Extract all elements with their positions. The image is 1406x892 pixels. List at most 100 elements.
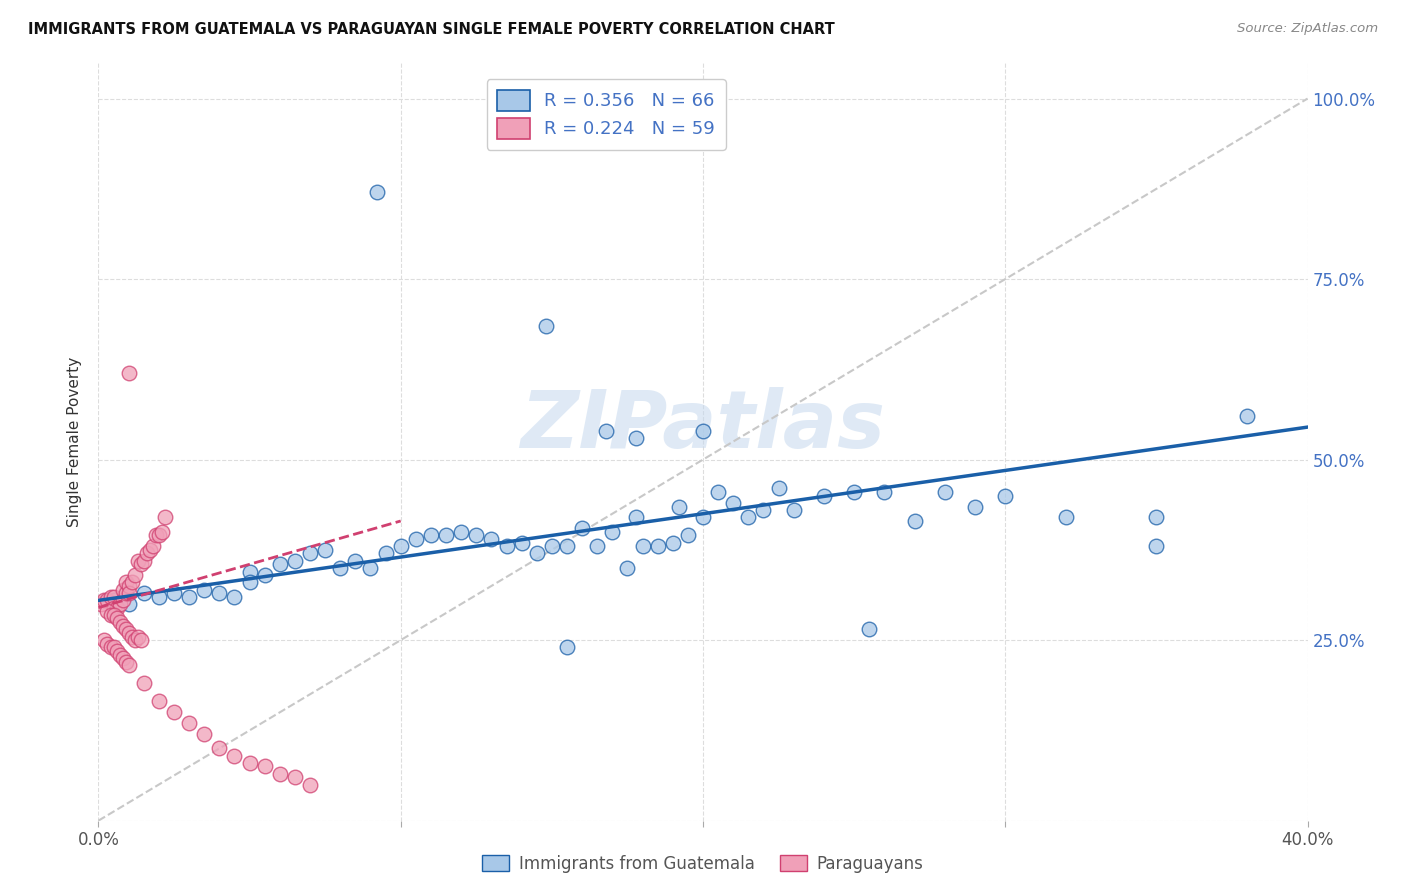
Point [540,539,562,553]
Point [135,546,157,560]
Point [129,558,152,572]
Point [661,535,683,549]
Point [692,510,714,524]
Point [284,554,307,568]
Point [1144,510,1167,524]
Point [132,676,155,690]
Point [111,582,134,597]
Point [586,539,609,553]
Point [111,618,134,632]
Point [153,510,176,524]
Point [93,633,115,648]
Point [481,532,503,546]
Point [631,539,654,553]
Point [105,644,128,658]
Point [844,485,866,500]
Point [150,524,173,539]
Point [329,561,352,575]
Point [127,554,149,568]
Point [994,489,1017,503]
Point [208,586,231,600]
Point [783,503,806,517]
Point [737,510,759,524]
Point [96,604,118,618]
Point [132,554,155,568]
Point [344,554,367,568]
Point [103,640,125,655]
Point [100,590,122,604]
Point [555,640,578,655]
Point [111,593,134,607]
Point [96,593,118,607]
Point [510,535,533,549]
Point [124,568,146,582]
Point [100,607,122,622]
Point [142,539,165,553]
Text: ZIPatlas: ZIPatlas [520,387,886,466]
Text: Source: ZipAtlas.com: Source: ZipAtlas.com [1237,22,1378,36]
Point [118,586,141,600]
Point [114,586,136,600]
Point [118,579,141,593]
Point [148,590,170,604]
Point [707,485,730,500]
Point [360,561,382,575]
Point [118,626,141,640]
Point [108,597,131,611]
Point [118,597,141,611]
Point [813,489,835,503]
Point [108,615,131,629]
Point [124,633,146,648]
Point [965,500,987,514]
Point [118,366,141,380]
Point [105,611,128,625]
Point [163,706,186,720]
Point [253,568,276,582]
Point [571,521,593,535]
Point [555,539,578,553]
Point [118,658,141,673]
Point [148,528,170,542]
Point [534,318,557,333]
Point [602,524,624,539]
Y-axis label: Single Female Poverty: Single Female Poverty [67,357,83,526]
Point [374,546,396,560]
Point [692,424,714,438]
Point [768,482,790,496]
Point [239,756,262,770]
Point [239,565,262,579]
Point [93,593,115,607]
Point [103,600,125,615]
Point [145,528,167,542]
Point [1054,510,1077,524]
Point [132,586,155,600]
Point [114,622,136,636]
Point [495,539,517,553]
Point [103,593,125,607]
Point [1144,539,1167,553]
Point [420,528,443,542]
Point [179,716,201,731]
Point [100,640,122,655]
Point [193,582,215,597]
Point [148,694,170,708]
Point [626,431,648,445]
Point [284,770,307,784]
Point [121,630,143,644]
Point [114,655,136,669]
Point [904,514,927,528]
Point [96,637,118,651]
Point [1236,409,1258,424]
Point [676,528,699,542]
Point [90,597,112,611]
Point [668,500,690,514]
Point [111,651,134,665]
Point [108,648,131,662]
Text: IMMIGRANTS FROM GUATEMALA VS PARAGUAYAN SINGLE FEMALE POVERTY CORRELATION CHART: IMMIGRANTS FROM GUATEMALA VS PARAGUAYAN … [28,22,835,37]
Legend: Immigrants from Guatemala, Paraguayans: Immigrants from Guatemala, Paraguayans [475,848,931,880]
Point [858,622,880,636]
Point [163,586,186,600]
Point [299,778,322,792]
Point [752,503,775,517]
Point [434,528,457,542]
